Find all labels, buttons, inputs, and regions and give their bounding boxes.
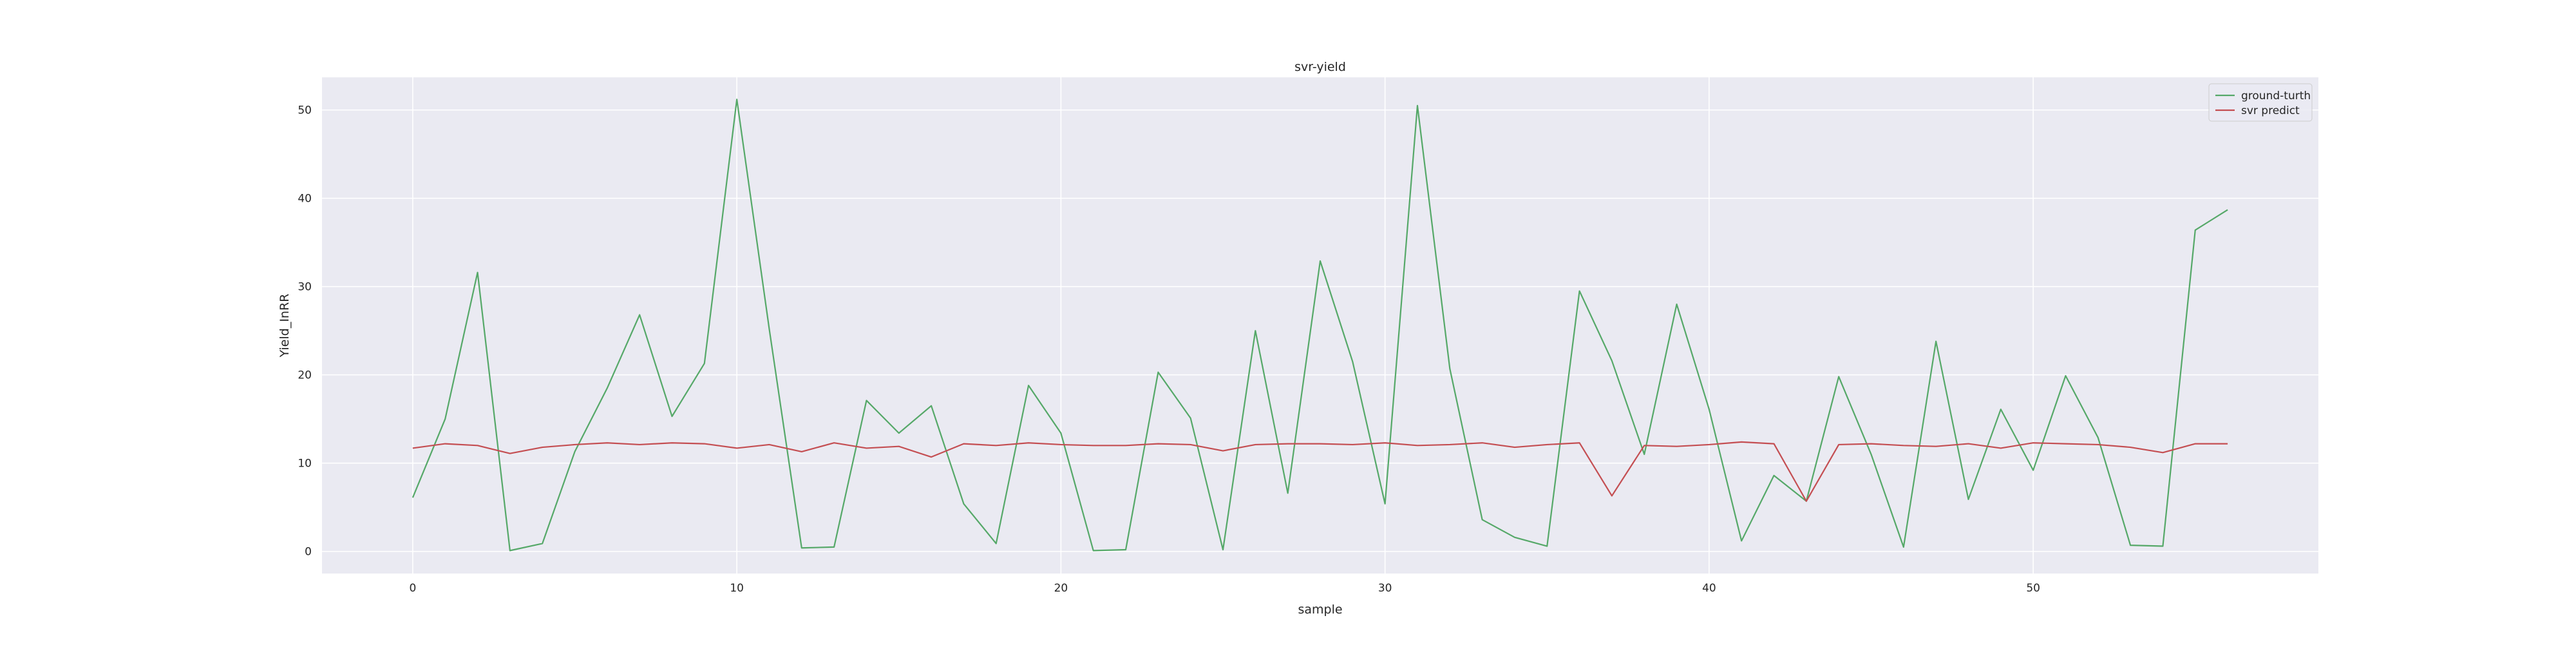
x-axis-label: sample <box>1298 603 1342 617</box>
legend-entry: svr predict <box>2241 104 2300 117</box>
legend-entry: ground-turth <box>2241 90 2311 102</box>
x-tick-label: 10 <box>730 582 744 595</box>
y-tick-label: 30 <box>298 281 312 294</box>
series-line <box>412 99 2228 552</box>
plot-area <box>322 77 2318 574</box>
series-layer <box>412 99 2228 552</box>
x-axis-ticks: 0 10 20 30 40 50 <box>409 582 2040 595</box>
y-axis-ticks: 0 10 20 30 40 50 <box>298 104 312 559</box>
series-line <box>412 441 2228 502</box>
y-tick-label: 50 <box>298 104 312 117</box>
y-tick-label: 40 <box>298 193 312 206</box>
x-tick-label: 0 <box>409 582 416 595</box>
chart-title: svr-yield <box>1294 60 1346 74</box>
y-tick-label: 20 <box>298 369 312 382</box>
grid-lines <box>322 77 2318 574</box>
y-axis-label: Yield_InRR <box>278 294 292 358</box>
x-tick-label: 50 <box>2026 582 2040 595</box>
x-tick-label: 20 <box>1054 582 1068 595</box>
x-tick-label: 40 <box>1702 582 1716 595</box>
y-tick-label: 0 <box>305 546 312 559</box>
legend-box <box>2208 83 2313 122</box>
legend: ground-turth svr predict <box>2208 83 2313 122</box>
y-tick-label: 10 <box>298 458 312 470</box>
x-tick-label: 30 <box>1378 582 1392 595</box>
